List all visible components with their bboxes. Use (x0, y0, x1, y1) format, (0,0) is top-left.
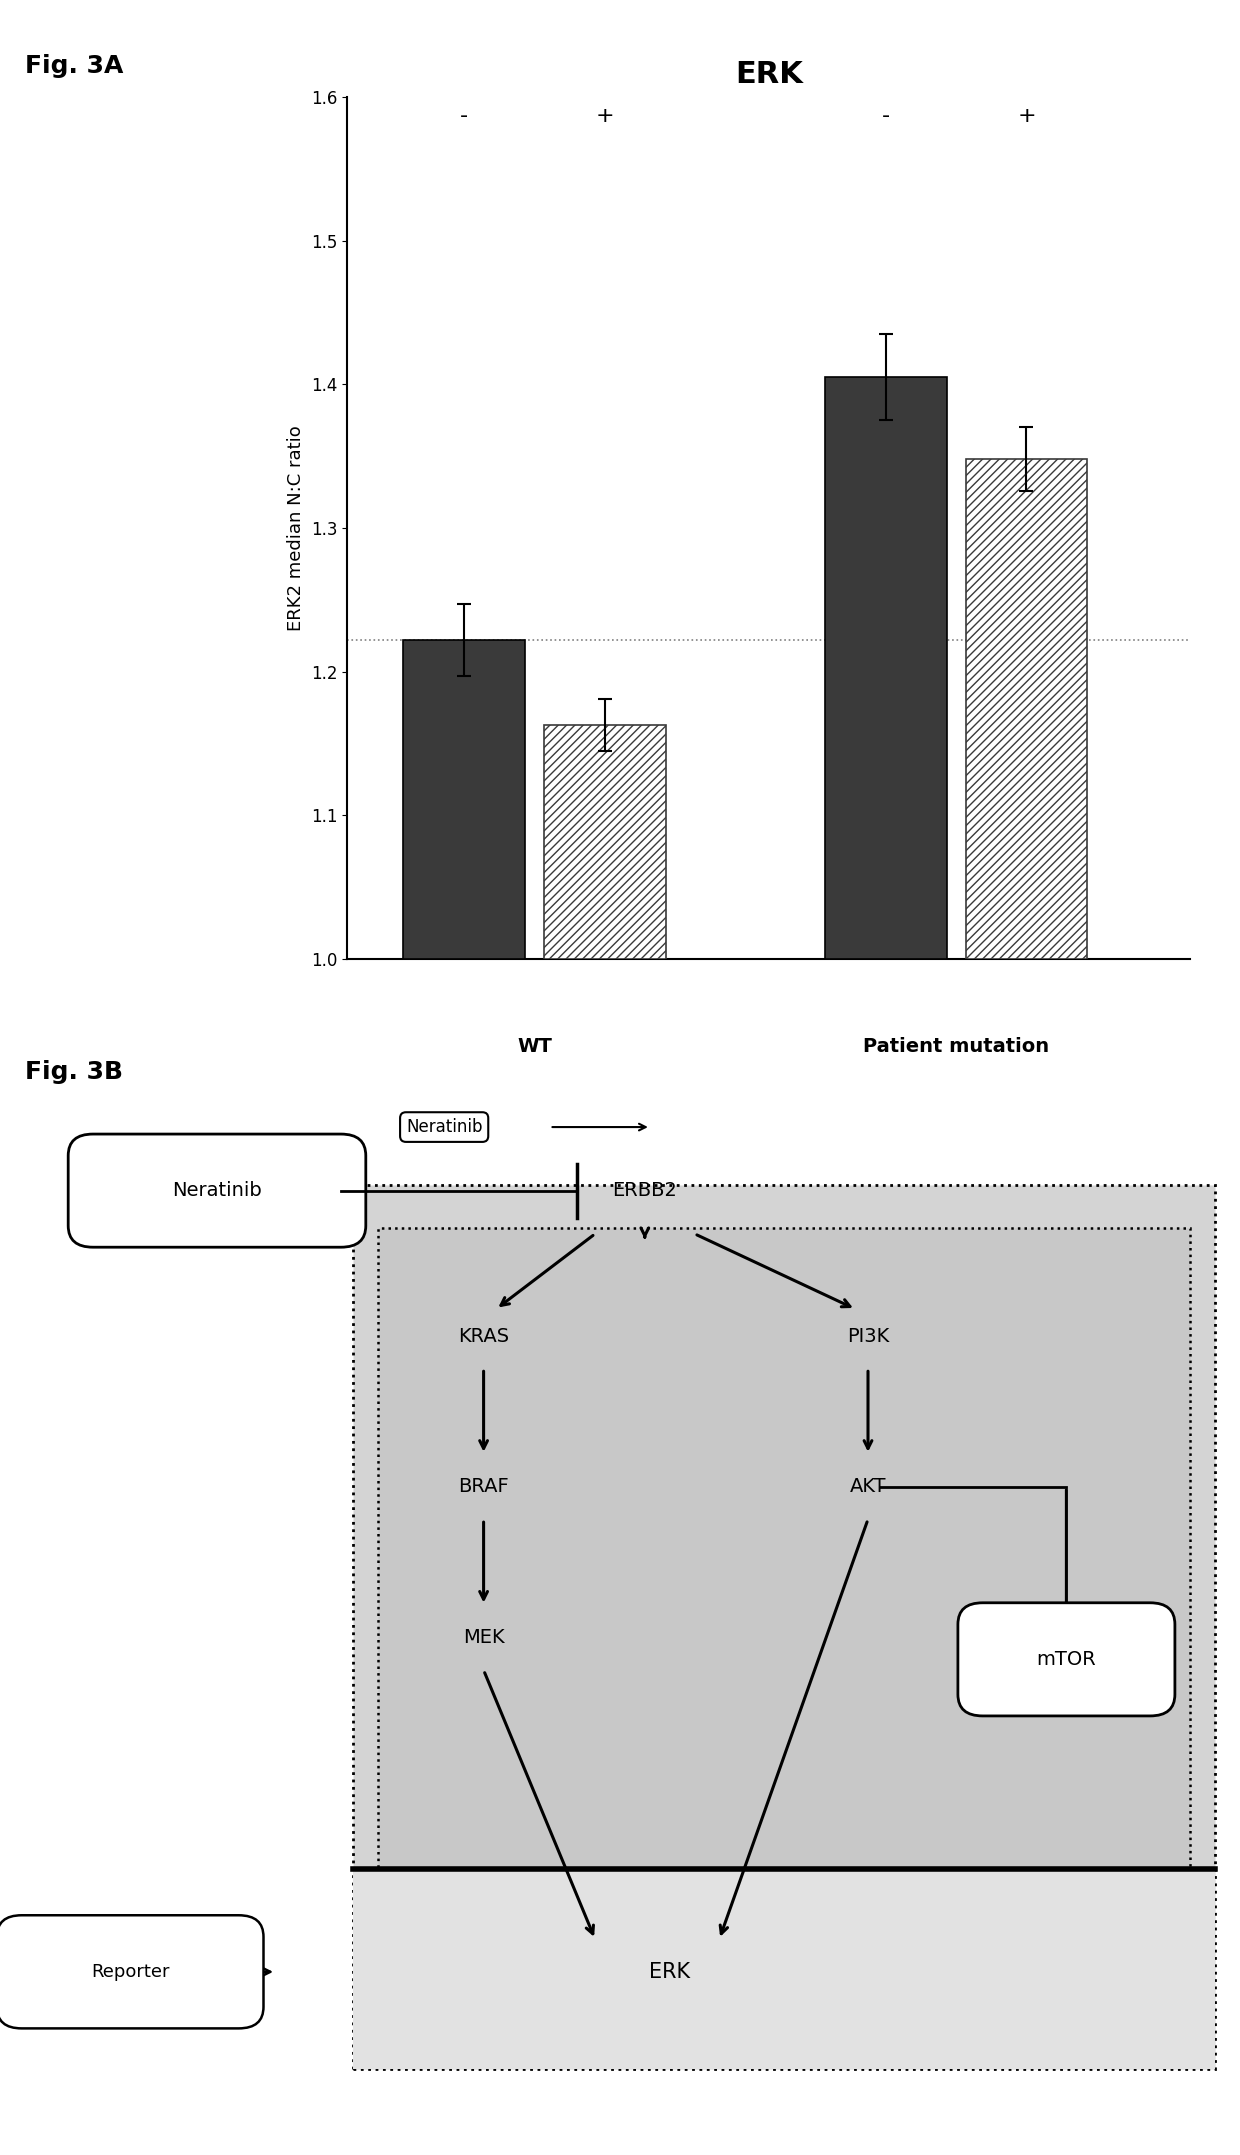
Text: Reporter: Reporter (91, 1963, 170, 1980)
Text: Neratinib: Neratinib (172, 1181, 262, 1200)
Text: KRAS: KRAS (458, 1327, 510, 1345)
Bar (403, 640, 526, 959)
Text: +: + (1017, 106, 1035, 125)
FancyBboxPatch shape (0, 1916, 263, 2028)
Bar (825, 377, 947, 959)
Text: -: - (882, 106, 890, 125)
Text: mTOR: mTOR (1037, 1651, 1096, 1668)
Bar (544, 724, 666, 959)
Text: AKT: AKT (849, 1478, 887, 1496)
Text: ERBB2: ERBB2 (613, 1181, 677, 1200)
Bar (353, 1185, 1215, 2069)
Text: ERK: ERK (649, 1961, 691, 1983)
Text: MEK: MEK (463, 1629, 505, 1646)
Title: ERK: ERK (735, 60, 802, 88)
Text: Fig. 3A: Fig. 3A (25, 54, 123, 78)
FancyBboxPatch shape (68, 1134, 366, 1248)
Text: Fig. 3B: Fig. 3B (25, 1060, 123, 1084)
Text: -: - (460, 106, 469, 125)
FancyBboxPatch shape (957, 1603, 1176, 1715)
Text: BRAF: BRAF (459, 1478, 508, 1496)
Bar (966, 459, 1087, 959)
Text: PI3K: PI3K (847, 1327, 889, 1345)
Text: WT: WT (517, 1037, 552, 1056)
Bar (378, 1228, 1190, 1868)
Text: Neratinib: Neratinib (405, 1118, 482, 1136)
Text: +: + (595, 106, 614, 125)
Bar (353, 1868, 1215, 2069)
Y-axis label: ERK2 median N:C ratio: ERK2 median N:C ratio (288, 425, 305, 631)
Text: Patient mutation: Patient mutation (863, 1037, 1049, 1056)
